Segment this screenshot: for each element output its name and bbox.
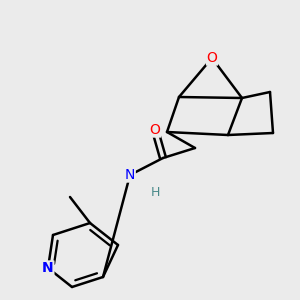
Text: O: O [150,123,160,137]
Text: H: H [150,187,160,200]
Text: N: N [42,261,54,275]
Text: N: N [125,168,135,182]
Text: O: O [207,51,218,65]
